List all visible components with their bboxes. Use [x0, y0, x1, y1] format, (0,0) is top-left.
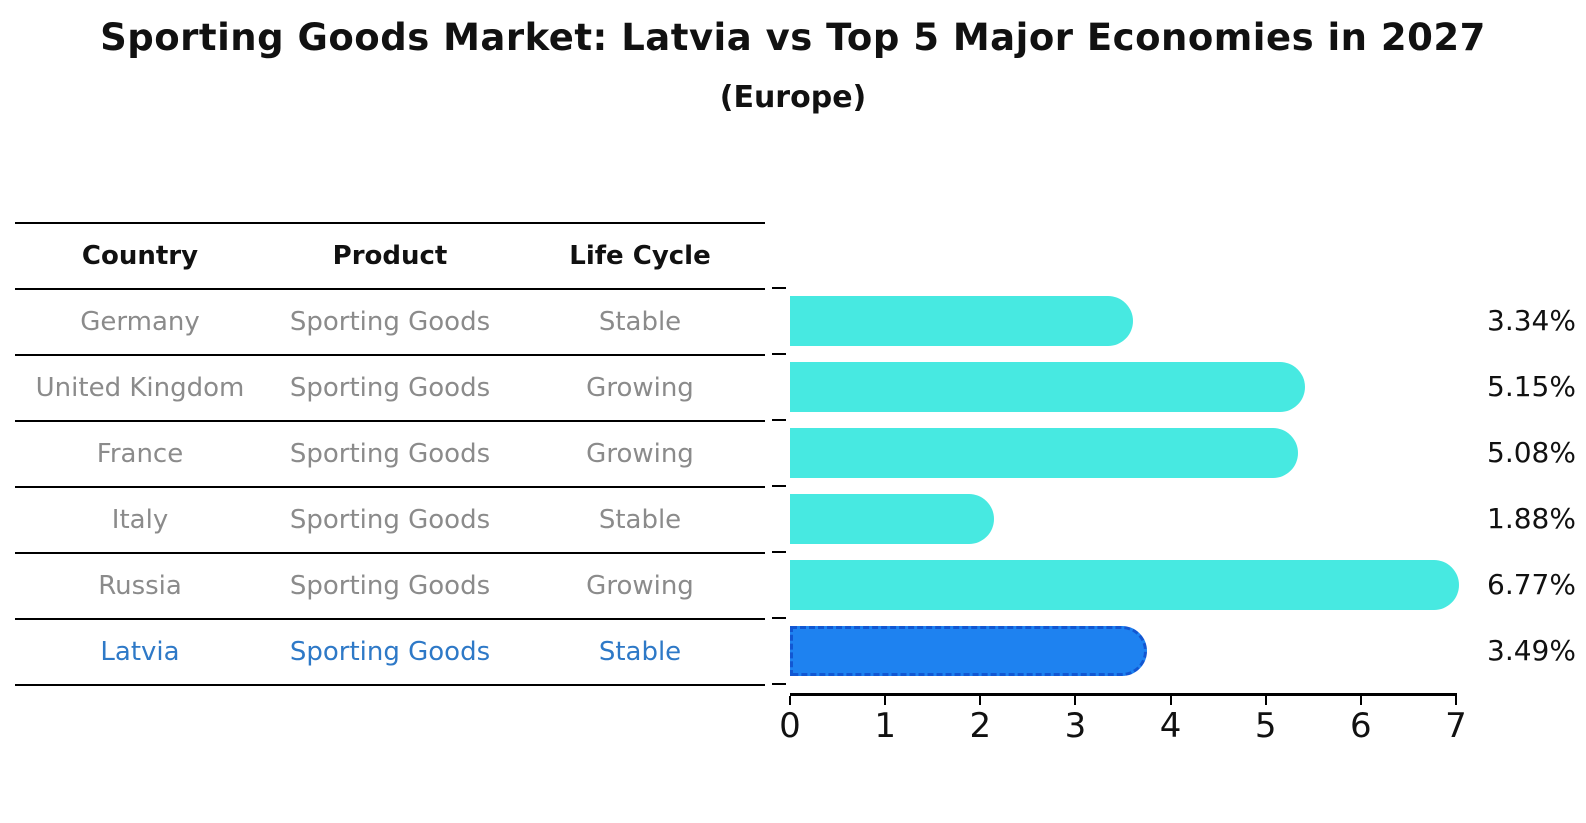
cell-product: Sporting Goods: [289, 307, 491, 337]
bar-value-label: 5.08%: [1487, 436, 1576, 469]
table-row: Latvia Sporting Goods Stable: [15, 620, 765, 686]
cell-lifecycle: Stable: [598, 505, 682, 535]
x-axis-tick-label: 5: [1254, 706, 1277, 746]
y-axis-tick: [772, 419, 786, 421]
x-axis-tick: [1455, 696, 1457, 705]
cell-product: Sporting Goods: [289, 637, 491, 667]
x-axis-tick-label: 1: [874, 706, 896, 746]
cell-product: Sporting Goods: [289, 373, 491, 403]
cell-country: Latvia: [100, 637, 180, 667]
bar-latvia: [790, 626, 1148, 676]
cell-lifecycle: Stable: [598, 637, 682, 667]
col-header-lifecycle: Life Cycle: [569, 241, 711, 271]
y-axis-tick: [772, 353, 786, 355]
bar-chart: 3.34% 5.15% 5.08% 1.88% 6.77% 3.49%: [790, 288, 1586, 684]
cell-lifecycle: Growing: [586, 439, 694, 469]
bar-russia: [790, 560, 1460, 610]
chart-title: Sporting Goods Market: Latvia vs Top 5 M…: [100, 16, 1486, 59]
chart-subtitle: (Europe): [719, 80, 867, 115]
x-axis-tick: [1074, 696, 1077, 705]
cell-country: Russia: [98, 571, 182, 601]
x-axis-tick: [789, 696, 791, 705]
x-axis-tick-label: 3: [1064, 706, 1087, 746]
table-row: Germany Sporting Goods Stable: [15, 290, 765, 356]
cell-lifecycle: Growing: [586, 571, 694, 601]
x-axis-tick: [979, 696, 982, 705]
col-header-product: Product: [332, 241, 448, 271]
x-axis-tick-label: 7: [1445, 706, 1467, 746]
bar-value-label: 3.49%: [1487, 634, 1576, 667]
x-axis: 0 1 2 3 4 5 6 7: [779, 693, 1467, 753]
x-axis-tick: [884, 696, 887, 705]
bar-row: 3.34%: [790, 288, 1586, 354]
y-axis-tick: [772, 683, 786, 685]
x-axis-tick: [1264, 696, 1267, 705]
bar-value-label: 1.88%: [1487, 502, 1576, 535]
y-axis-tick: [772, 551, 786, 553]
y-axis-tick: [772, 287, 786, 289]
cell-product: Sporting Goods: [289, 571, 491, 601]
bar-italy: [790, 494, 994, 544]
cell-country: Italy: [111, 505, 169, 535]
x-axis-tick: [1169, 696, 1172, 705]
col-header-country: Country: [81, 241, 199, 271]
x-axis-tick-label: 6: [1350, 706, 1372, 746]
table-row: Russia Sporting Goods Growing: [15, 554, 765, 620]
cell-country: France: [96, 439, 184, 469]
table-header-row: Country Product Life Cycle: [15, 224, 765, 290]
table-row: Italy Sporting Goods Stable: [15, 488, 765, 554]
x-axis-line: [790, 693, 1457, 696]
cell-product: Sporting Goods: [289, 439, 491, 469]
table-row: France Sporting Goods Growing: [15, 422, 765, 488]
bar-row: 5.08%: [790, 420, 1586, 486]
bar-row: 1.88%: [790, 486, 1586, 552]
bar-row: 5.15%: [790, 354, 1586, 420]
cell-lifecycle: Stable: [598, 307, 682, 337]
bar-row: 3.49%: [790, 618, 1586, 684]
bar-value-label: 6.77%: [1487, 568, 1576, 601]
bar-germany: [790, 296, 1133, 346]
bar-france: [790, 428, 1299, 478]
bar-united-kingdom: [790, 362, 1305, 412]
bar-value-label: 5.15%: [1487, 370, 1576, 403]
country-table: Country Product Life Cycle Germany Sport…: [15, 222, 765, 686]
table-row: United Kingdom Sporting Goods Growing: [15, 356, 765, 422]
cell-country: United Kingdom: [35, 373, 245, 403]
cell-country: Germany: [80, 307, 200, 337]
x-axis-tick-label: 4: [1159, 706, 1182, 746]
x-axis-tick-label: 2: [969, 706, 992, 746]
x-axis-tick: [1359, 696, 1362, 705]
x-axis-tick-label: 0: [779, 706, 801, 746]
bar-value-label: 3.34%: [1487, 304, 1576, 337]
cell-lifecycle: Growing: [586, 373, 694, 403]
y-axis-tick: [772, 485, 786, 487]
cell-product: Sporting Goods: [289, 505, 491, 535]
y-axis-tick: [772, 617, 786, 619]
bar-row: 6.77%: [790, 552, 1586, 618]
